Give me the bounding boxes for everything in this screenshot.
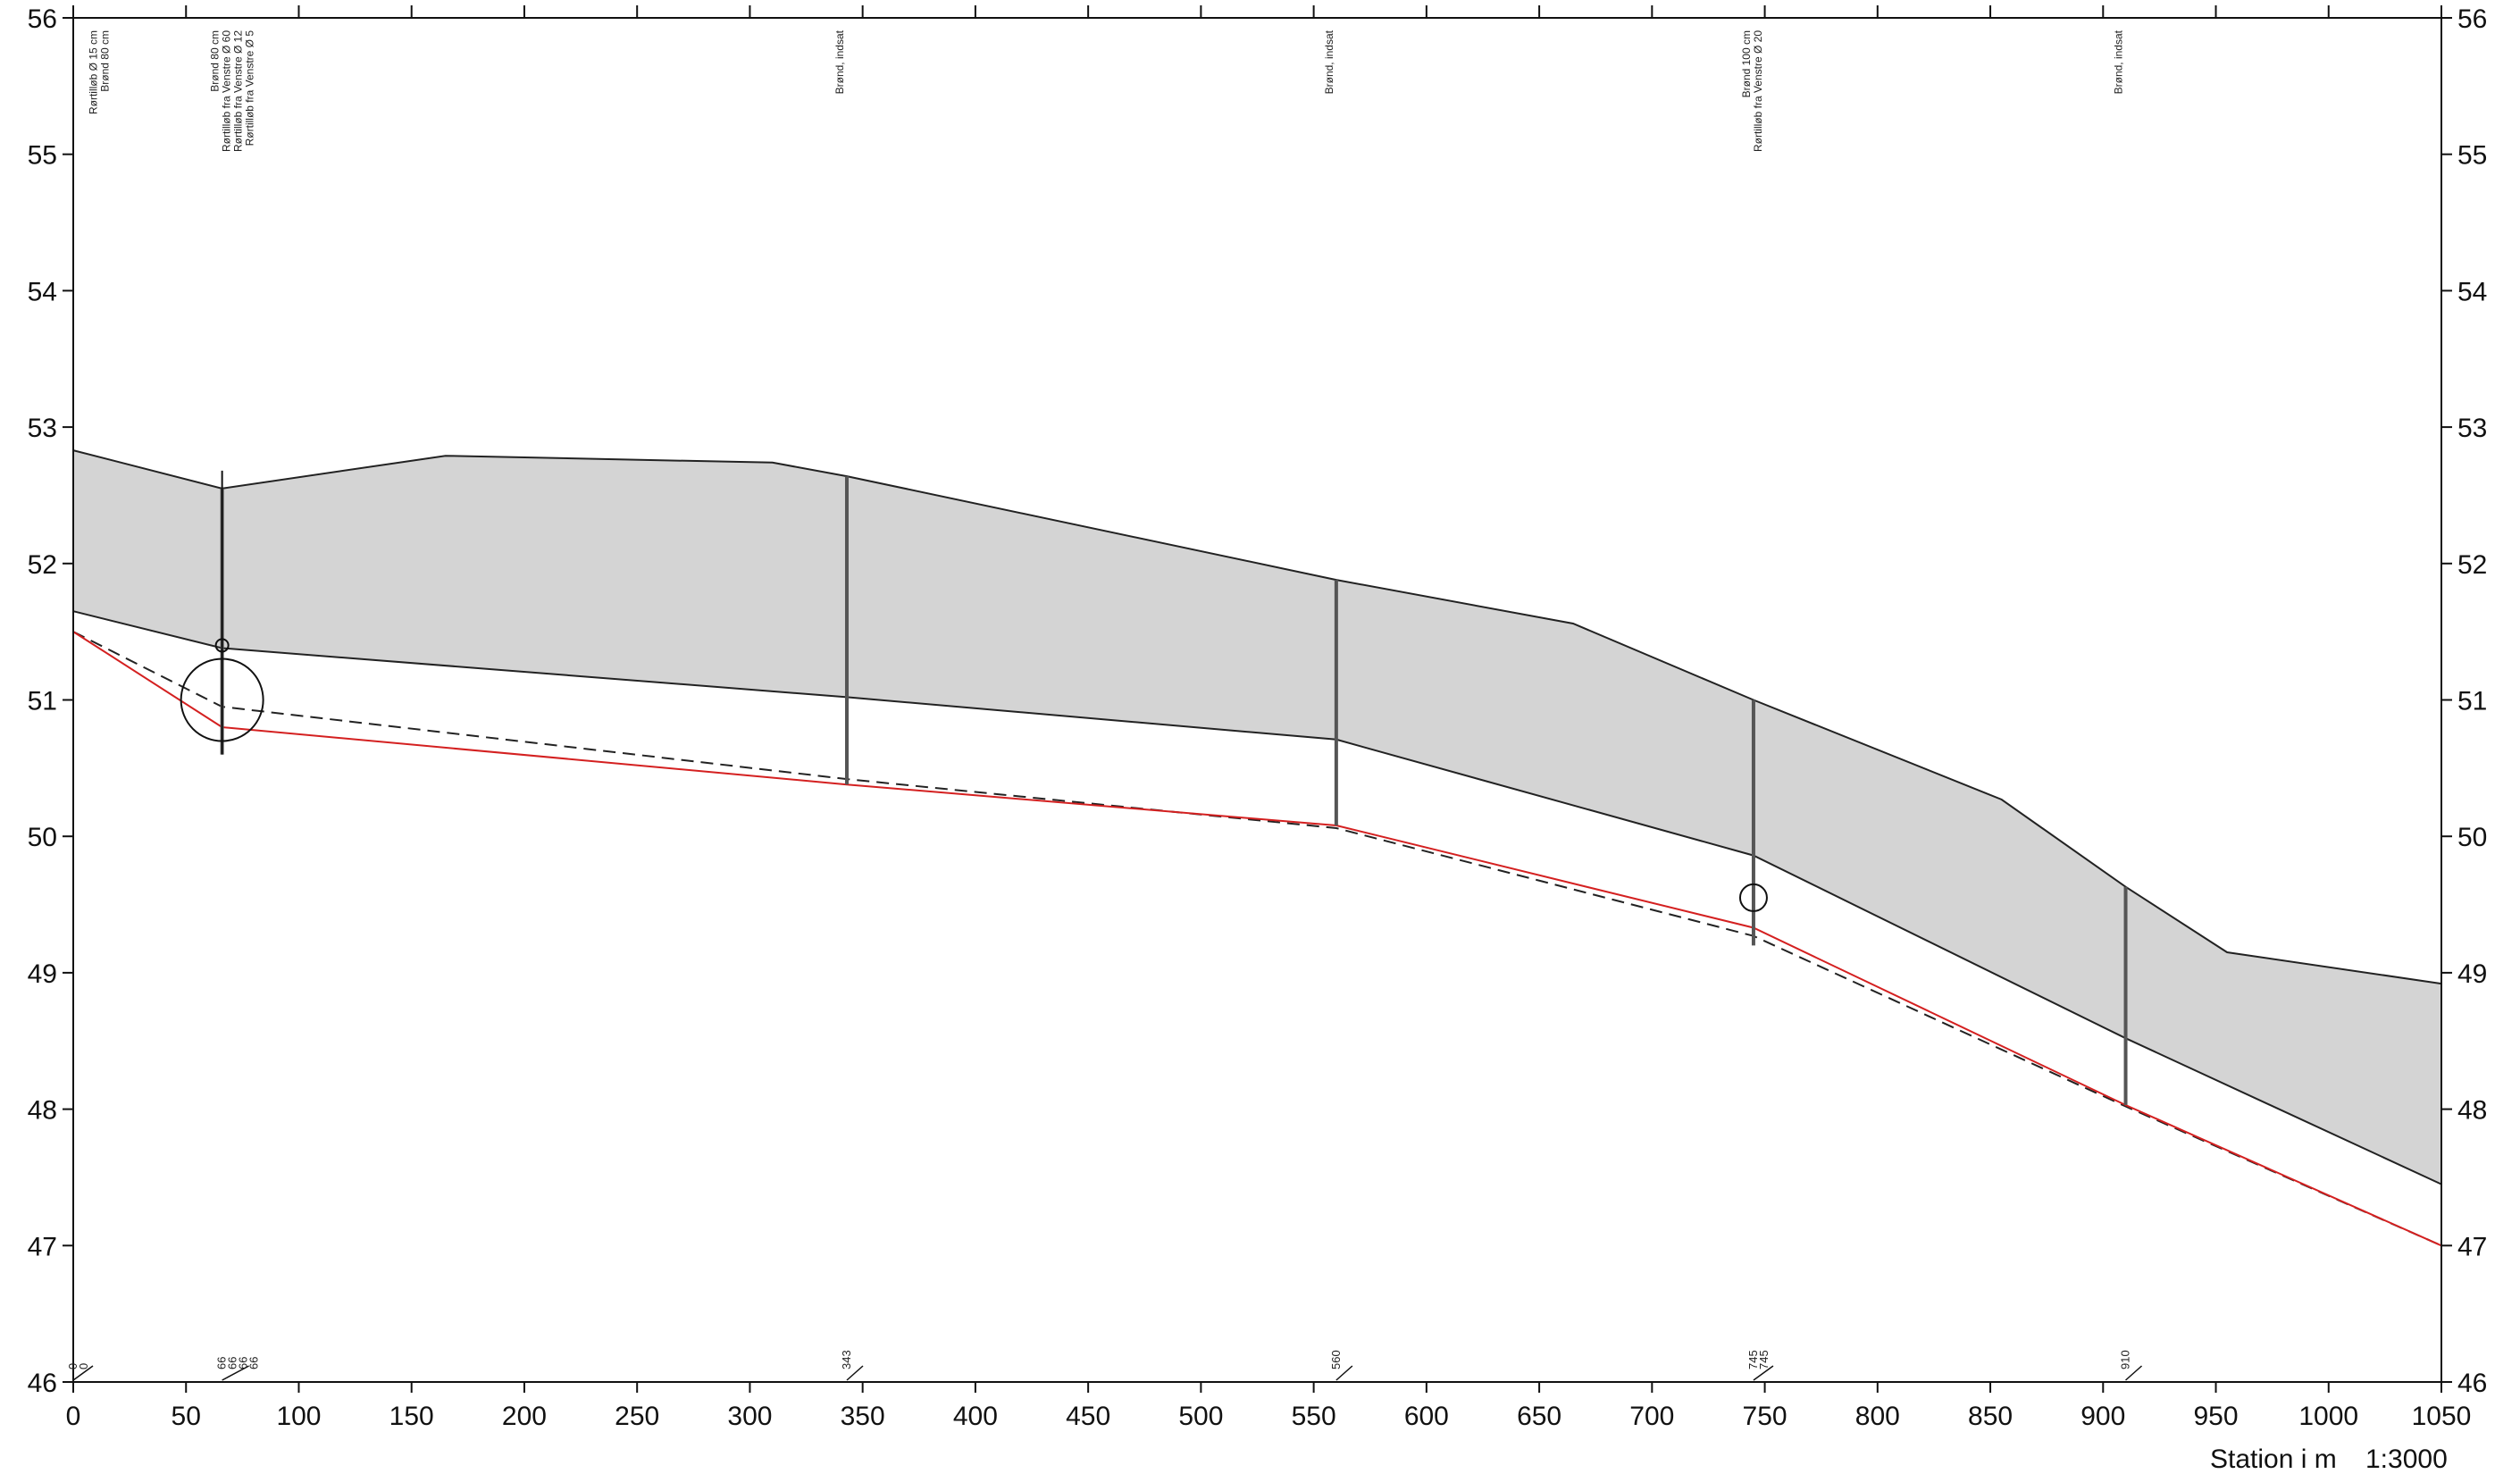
y-tick-label-left: 51: [28, 687, 57, 716]
x-tick-label: 950: [2193, 1402, 2238, 1431]
y-tick-label-right: 56: [2457, 4, 2487, 34]
station-note-label: Rørtilløb fra Venstre Ø 5: [244, 30, 256, 147]
y-tick-label-right: 47: [2457, 1232, 2487, 1261]
station-note-label: Brønd, indsat: [1323, 29, 1335, 94]
x-tick-label: 1000: [2298, 1402, 2358, 1431]
station-value-label: 343: [840, 1350, 853, 1369]
station-note-label: Brønd 100 cm: [1740, 30, 1753, 97]
x-tick-label: 750: [1743, 1402, 1787, 1431]
y-tick-label-left: 49: [28, 959, 57, 989]
x-tick-label: 700: [1629, 1402, 1674, 1431]
y-tick-label-left: 54: [28, 277, 57, 306]
x-tick-label: 600: [1404, 1402, 1449, 1431]
station-note-label: Brønd, indsat: [833, 29, 846, 94]
x-tick-label: 850: [1968, 1402, 2013, 1431]
station-leader-line: [222, 1365, 249, 1381]
y-tick-label-left: 47: [28, 1232, 57, 1261]
x-tick-label: 150: [389, 1402, 434, 1431]
x-tick-label: 450: [1066, 1402, 1110, 1431]
scale-label: 1:3000: [2365, 1445, 2448, 1474]
y-tick-label-right: 48: [2457, 1096, 2487, 1126]
station-leader-line: [1753, 1365, 1774, 1381]
station-value-label: 0: [77, 1363, 90, 1369]
manholes-layer: [180, 470, 2128, 1106]
x-axis-title: Station i m: [2210, 1445, 2337, 1474]
y-tick-label-left: 48: [28, 1096, 57, 1126]
station-note-label: Rørtilløb fra Venstre Ø 12: [232, 30, 245, 152]
y-tick-label-left: 46: [28, 1369, 57, 1398]
station-leader-line: [72, 1365, 94, 1381]
x-tick-label: 50: [172, 1402, 201, 1431]
y-tick-label-left: 50: [28, 823, 57, 852]
y-tick-label-right: 55: [2457, 141, 2487, 171]
y-tick-label-left: 52: [28, 550, 57, 580]
marker-circle: [180, 657, 264, 742]
x-tick-label: 100: [276, 1402, 321, 1431]
station-value-label: 560: [1329, 1350, 1343, 1369]
station-leader-line: [846, 1365, 864, 1381]
station-note-label: Brønd 80 cm: [98, 30, 111, 92]
y-tick-label-right: 54: [2457, 277, 2487, 306]
station-value-label: 745: [1757, 1350, 1771, 1369]
station-value-label: 66: [226, 1357, 239, 1369]
x-tick-label: 650: [1517, 1402, 1561, 1431]
labels-layer: 46 46 47 47 48 48 49 49 50 50 51 51 52 52 53 53 54 54 55 55…: [28, 4, 2488, 1431]
station-value-label: 910: [2119, 1350, 2132, 1369]
y-tick-label-right: 52: [2457, 550, 2487, 580]
x-tick-label: 1050: [2412, 1402, 2472, 1431]
x-tick-label: 200: [502, 1402, 547, 1431]
y-tick-label-right: 49: [2457, 959, 2487, 989]
station-note-label: Rørtilløb fra Venstre Ø 20: [1752, 30, 1764, 152]
cover-fill: [73, 450, 2441, 1185]
y-tick-label-left: 56: [28, 4, 57, 34]
x-tick-label: 300: [727, 1402, 772, 1431]
x-tick-label: 550: [1292, 1402, 1336, 1431]
station-value-label: 0: [66, 1363, 80, 1369]
station-note-label: Rørtilløb Ø 15 cm: [87, 30, 99, 114]
x-tick-label: 250: [615, 1402, 659, 1431]
x-tick-label: 400: [953, 1402, 998, 1431]
y-tick-label-right: 46: [2457, 1369, 2487, 1398]
small-node-circle: [214, 638, 230, 653]
station-note-label: Brønd, indsat: [2113, 29, 2125, 94]
x-tick-label: 900: [2080, 1402, 2125, 1431]
station-value-label: 66: [215, 1357, 229, 1369]
cover-fill-layer: [73, 450, 2441, 1185]
x-tick-label: 0: [66, 1402, 81, 1431]
x-tick-label: 500: [1178, 1402, 1223, 1431]
x-tick-label: 350: [841, 1402, 885, 1431]
x-tick-label: 800: [1855, 1402, 1900, 1431]
station-value-label: 66: [237, 1357, 250, 1369]
y-tick-label-right: 50: [2457, 823, 2487, 852]
station-value-label: 745: [1746, 1350, 1760, 1369]
axes-layer: [63, 5, 2452, 1393]
station-note-label: Brønd 80 cm: [209, 30, 222, 92]
station-leader-line: [2125, 1365, 2143, 1381]
marker-circle: [1738, 883, 1768, 912]
station-note-label: Rørtilløb fra Venstre Ø 60: [221, 30, 233, 152]
y-tick-label-right: 51: [2457, 687, 2487, 716]
terrain-line: [72, 449, 2442, 985]
y-tick-label-left: 53: [28, 414, 57, 443]
y-tick-label-left: 55: [28, 141, 57, 171]
station-leader-line: [1335, 1365, 1353, 1381]
y-tick-label-right: 53: [2457, 414, 2487, 443]
station-value-label: 66: [247, 1357, 261, 1369]
